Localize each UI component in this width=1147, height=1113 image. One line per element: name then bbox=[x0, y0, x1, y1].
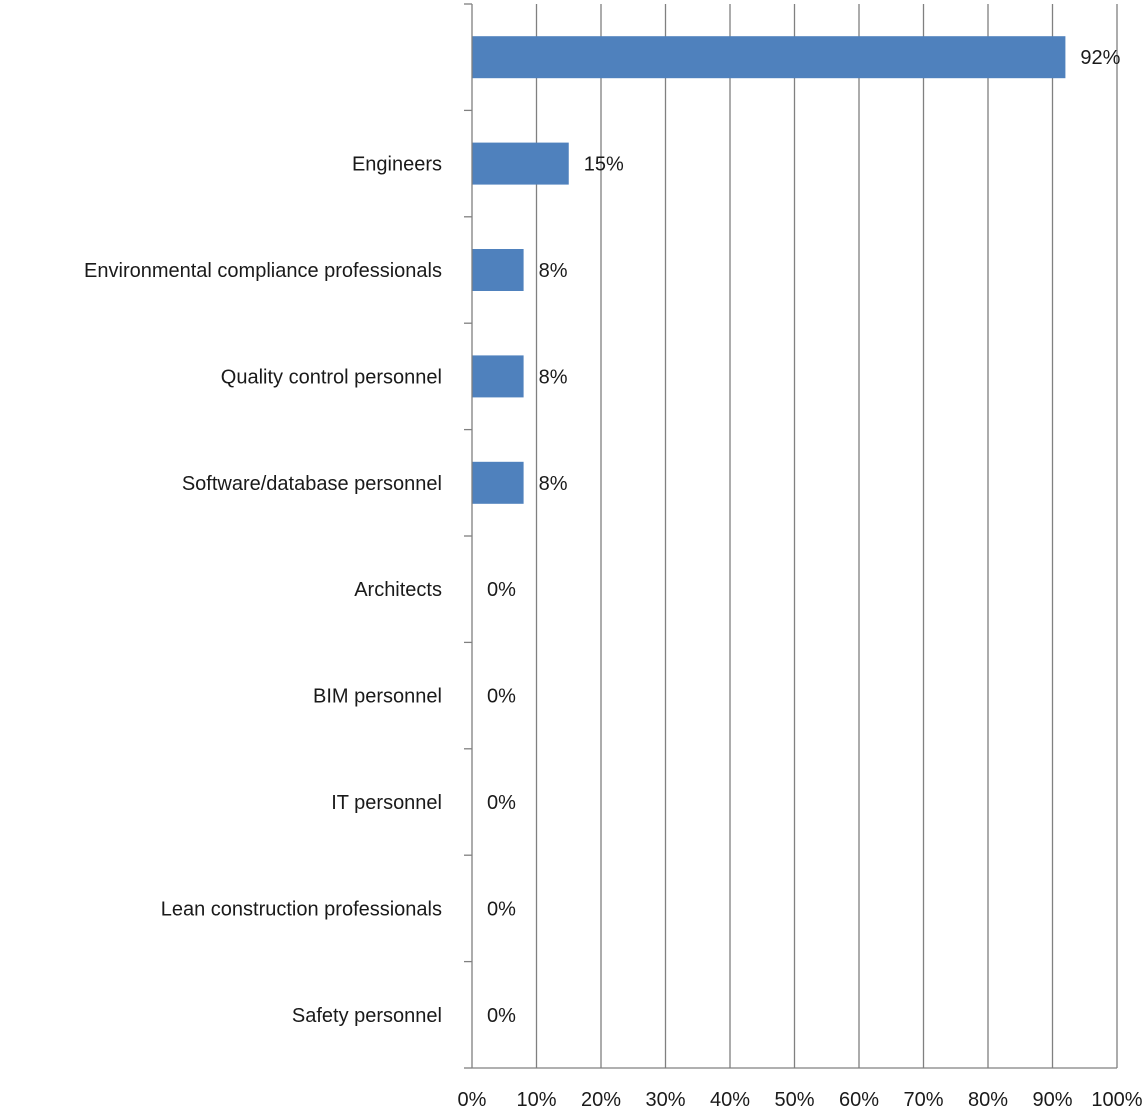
category-label: Lean construction professionals bbox=[161, 898, 442, 920]
data-label: 0% bbox=[487, 792, 516, 814]
labels: 0% 10% 20% 30% 40% 50% 60% 70% 80% 90% 100% 92% Engi… bbox=[84, 47, 1143, 1111]
bar bbox=[472, 142, 569, 185]
x-tick-label: 90% bbox=[1032, 1089, 1072, 1111]
data-label: 8% bbox=[539, 473, 568, 495]
bar bbox=[472, 249, 524, 291]
category-label: IT personnel bbox=[331, 792, 442, 814]
data-label: 92% bbox=[1080, 47, 1120, 69]
bar bbox=[472, 355, 524, 398]
x-tick-label: 40% bbox=[710, 1089, 750, 1111]
category-label: Software/database personnel bbox=[182, 473, 442, 495]
category-label: Engineers bbox=[352, 154, 442, 176]
category-label: Safety personnel bbox=[292, 1005, 442, 1027]
x-tick-label: 100% bbox=[1091, 1089, 1142, 1111]
data-label: 8% bbox=[539, 366, 568, 388]
x-tick-label: 50% bbox=[774, 1089, 814, 1111]
x-tick-label: 10% bbox=[516, 1089, 556, 1111]
category-label: BIM personnel bbox=[313, 686, 442, 708]
axes bbox=[464, 3, 1117, 1069]
bar bbox=[472, 461, 524, 504]
data-label: 0% bbox=[487, 1005, 516, 1027]
x-tick-label: 20% bbox=[581, 1089, 621, 1111]
x-tick-label: 0% bbox=[458, 1089, 487, 1111]
data-label: 0% bbox=[487, 898, 516, 920]
x-tick-label: 80% bbox=[968, 1089, 1008, 1111]
category-label: Environmental compliance professionals bbox=[84, 260, 442, 282]
data-label: 15% bbox=[584, 154, 624, 176]
x-tick-label: 30% bbox=[645, 1089, 685, 1111]
data-label: 0% bbox=[487, 579, 516, 601]
x-tick-label: 70% bbox=[903, 1089, 943, 1111]
category-label: Architects bbox=[354, 579, 442, 601]
gridlines bbox=[535, 4, 1118, 1068]
bars bbox=[472, 36, 1066, 504]
data-label: 8% bbox=[539, 260, 568, 282]
x-tick-label: 60% bbox=[839, 1089, 879, 1111]
category-label: Quality control personnel bbox=[221, 366, 442, 388]
data-label: 0% bbox=[487, 686, 516, 708]
bar bbox=[472, 36, 1066, 79]
